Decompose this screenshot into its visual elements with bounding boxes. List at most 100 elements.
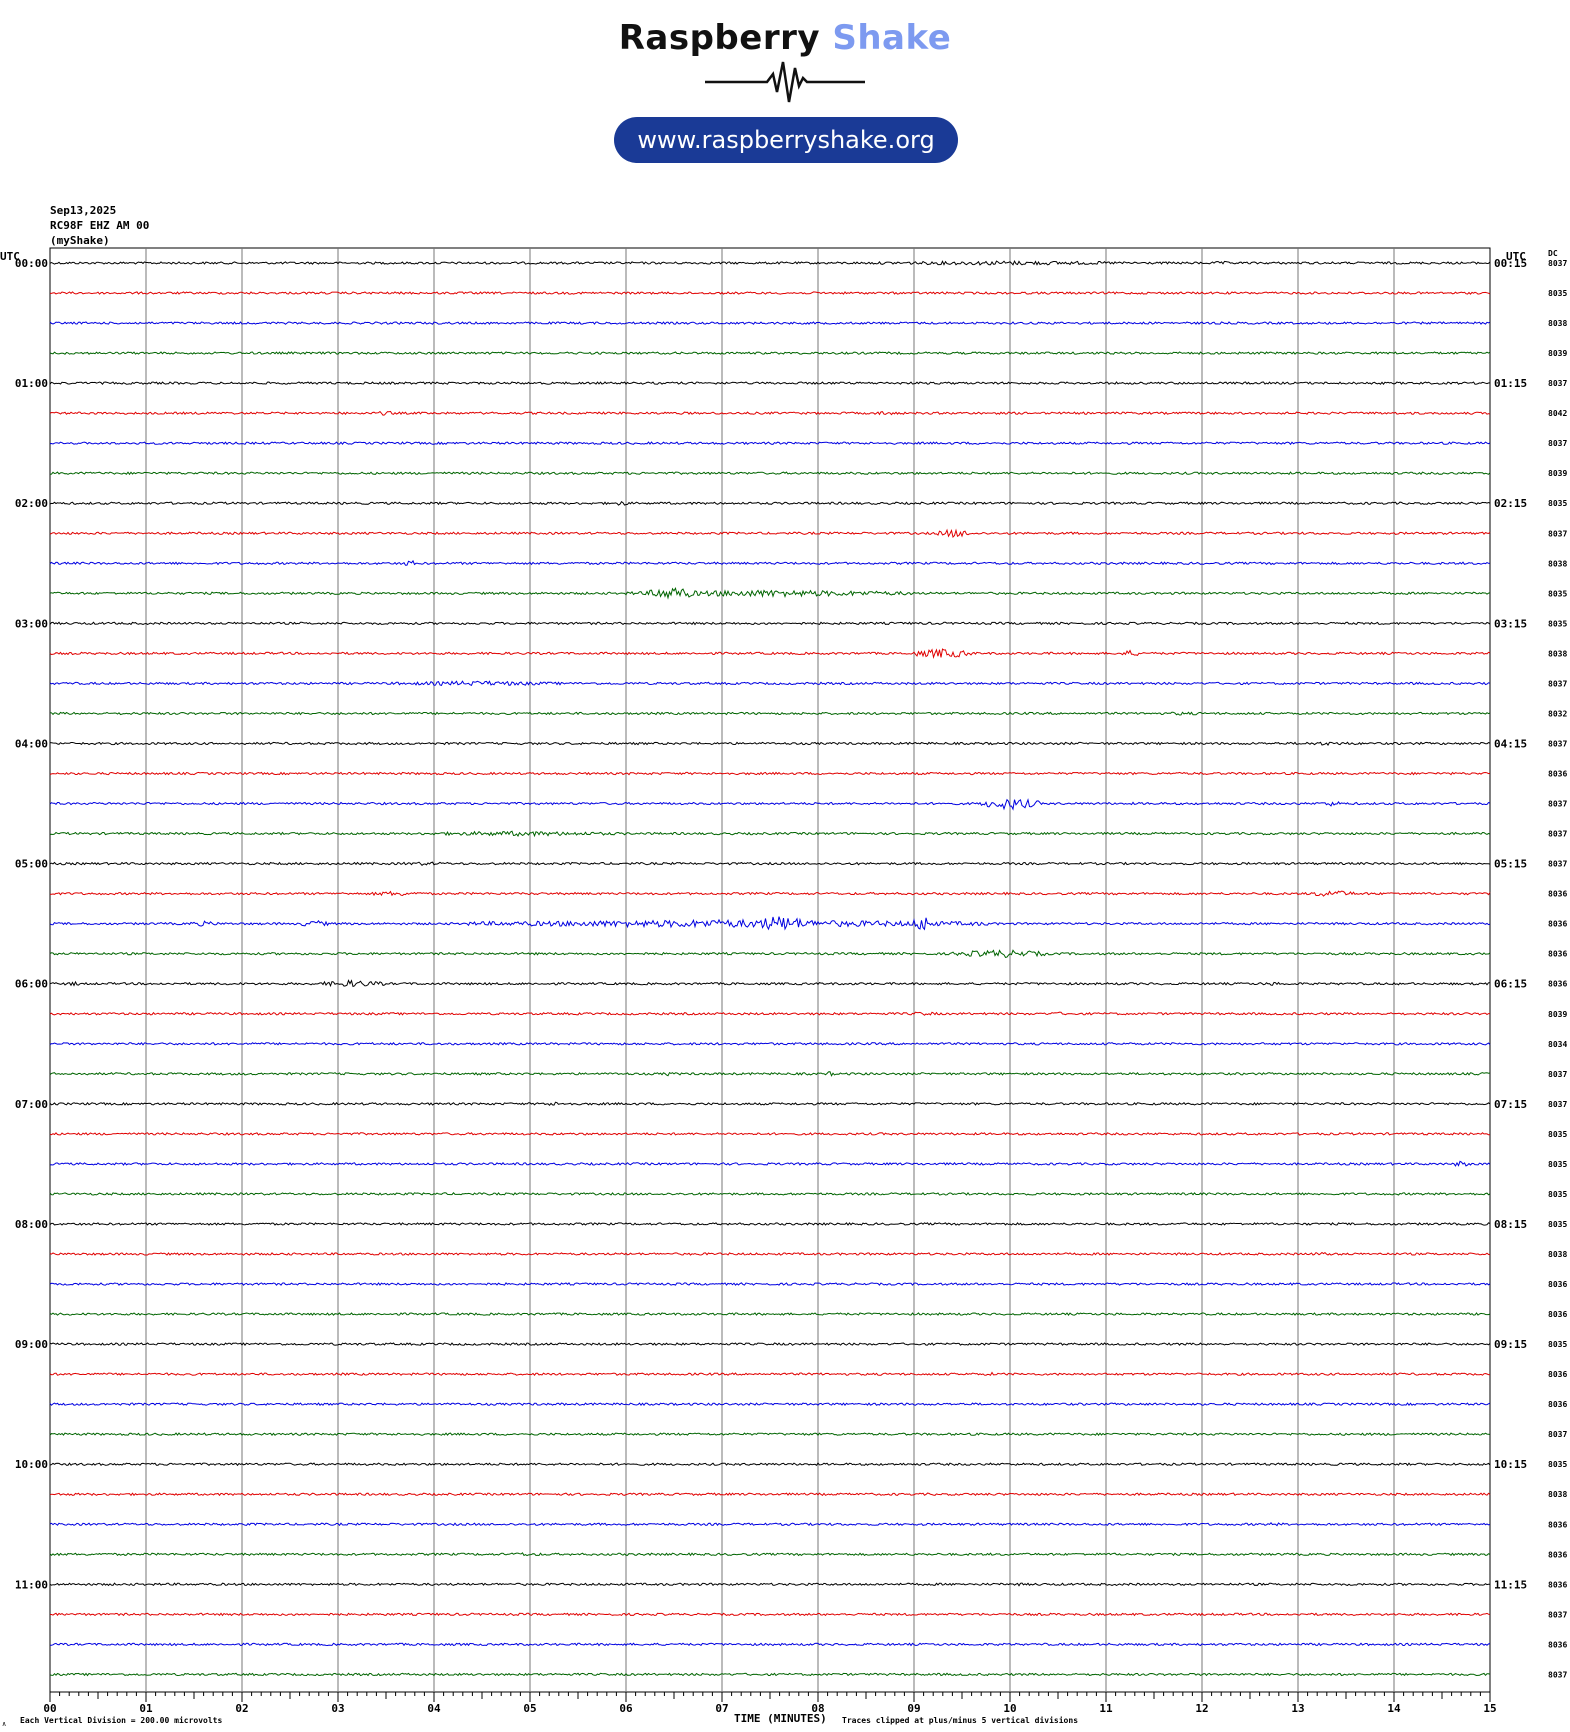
- dc-offset-label: 8039: [1548, 349, 1567, 358]
- source-label: (myShake): [50, 234, 110, 247]
- hour-label-right: 06:15: [1494, 978, 1527, 991]
- seismic-trace: [49, 1462, 1491, 1467]
- seismic-trace: [49, 1672, 1491, 1677]
- hour-label-left: 06:00: [15, 978, 48, 991]
- dc-offset-label: 8039: [1548, 1010, 1567, 1019]
- seismic-trace: [49, 1011, 1490, 1016]
- seismic-trace: [49, 559, 1491, 566]
- hour-label-left: 11:00: [15, 1578, 48, 1591]
- dc-offset-label: 8035: [1548, 1130, 1567, 1139]
- seismic-trace: [49, 1071, 1491, 1077]
- x-tick-label: 04: [427, 1702, 441, 1715]
- seismic-trace: [49, 1101, 1491, 1107]
- hour-label-left: 10:00: [15, 1458, 48, 1471]
- hour-label-left: 02:00: [15, 497, 48, 510]
- dc-offset-label: 8036: [1548, 1550, 1567, 1559]
- seismic-trace: [49, 1160, 1491, 1167]
- hour-label-left: 08:00: [15, 1218, 48, 1231]
- seismic-trace: [49, 648, 1491, 660]
- seismic-trace: [49, 1131, 1491, 1136]
- dc-offset-label: 8036: [1548, 1280, 1567, 1289]
- dc-offset-label: 8037: [1548, 529, 1567, 538]
- x-tick-label: 06: [619, 1702, 633, 1715]
- x-tick-label: 08: [811, 1702, 824, 1715]
- hour-label-right: 04:15: [1494, 737, 1527, 750]
- dc-offset-label: 8035: [1548, 1340, 1567, 1349]
- seismic-trace: [49, 916, 1491, 931]
- corner-mark: ∧: [2, 1720, 7, 1728]
- station-label: RC98F EHZ AM 00: [50, 219, 150, 232]
- dc-offset-label: 8035: [1548, 589, 1567, 598]
- x-tick-label: 01: [139, 1702, 153, 1715]
- seismic-trace: [49, 1582, 1491, 1587]
- seismic-trace: [49, 1402, 1491, 1407]
- dc-offset-label: 8037: [1548, 259, 1567, 268]
- x-tick-label: 15: [1483, 1702, 1496, 1715]
- seismic-trace: [49, 1251, 1491, 1256]
- dc-offset-label: 8036: [1548, 1520, 1567, 1529]
- hour-label-left: 03:00: [15, 617, 48, 630]
- hour-label-right: 10:15: [1494, 1458, 1527, 1471]
- seismic-trace: [49, 680, 1491, 686]
- seismic-wave-icon: [705, 61, 865, 103]
- seismic-trace: [49, 741, 1491, 747]
- hour-label-right: 09:15: [1494, 1338, 1527, 1351]
- plot-frame: [49, 247, 1491, 1693]
- seismic-trace: [50, 1642, 1491, 1647]
- seismic-trace: [49, 1492, 1491, 1497]
- dc-offset-label: 8032: [1548, 709, 1567, 718]
- dc-offset-label: 8037: [1548, 830, 1567, 839]
- date-label: Sep13,2025: [50, 204, 117, 217]
- seismic-trace: [49, 890, 1491, 897]
- x-tick-label: 00: [43, 1702, 56, 1715]
- x-tick-label: 05: [523, 1702, 536, 1715]
- seismic-trace: [49, 351, 1491, 355]
- brand-text-shake: Shake: [832, 18, 952, 58]
- dc-offset-label: 8036: [1548, 1640, 1567, 1649]
- dc-offset-label: 8037: [1548, 800, 1567, 809]
- dc-offset-label: 8035: [1548, 1220, 1567, 1229]
- dc-offset-label: 8036: [1548, 1400, 1567, 1409]
- dc-offset-label: 8037: [1548, 439, 1567, 448]
- header: Raspberry Shake www.raspberryshake.org: [0, 0, 1570, 175]
- dc-offset-label: 8035: [1548, 1160, 1567, 1169]
- x-tick-label: 03: [331, 1702, 344, 1715]
- seismic-trace: [49, 979, 1491, 988]
- dc-offset-label: 8038: [1548, 559, 1567, 568]
- website-link[interactable]: www.raspberryshake.org: [614, 117, 958, 163]
- dc-offset-label: 8036: [1548, 950, 1567, 959]
- seismic-trace: [49, 711, 1491, 716]
- seismic-trace: [49, 259, 1491, 266]
- seismic-trace: [50, 291, 1491, 295]
- seismic-trace: [49, 1191, 1491, 1196]
- dc-offset-label: 8035: [1548, 499, 1567, 508]
- dc-offset-label: 8038: [1548, 649, 1567, 658]
- hour-label-left: 00:00: [15, 257, 48, 270]
- dc-offset-label: 8037: [1548, 1610, 1567, 1619]
- dc-offset-label: 8039: [1548, 469, 1567, 478]
- dc-offset-label: 8038: [1548, 1250, 1567, 1259]
- x-tick-label: 13: [1291, 1702, 1304, 1715]
- seismic-trace: [49, 1432, 1491, 1437]
- brand-logo[interactable]: Raspberry Shake: [0, 18, 1570, 58]
- seismic-trace: [49, 861, 1491, 866]
- dc-offset-label: 8037: [1548, 1430, 1567, 1439]
- utc-left-label: UTC: [0, 250, 20, 263]
- x-tick-label: 11: [1099, 1702, 1113, 1715]
- seismic-trace: [49, 830, 1491, 838]
- dc-offset-label: 8036: [1548, 1310, 1567, 1319]
- dc-offset-label: 8036: [1548, 1370, 1567, 1379]
- dc-offset-label: 8036: [1548, 890, 1567, 899]
- seismic-trace: [49, 381, 1491, 386]
- dc-offset-label: 8036: [1548, 980, 1567, 989]
- clipping-note: Traces clipped at plus/minus 5 vertical …: [842, 1716, 1079, 1725]
- seismic-trace: [49, 587, 1491, 600]
- seismic-trace: [49, 528, 1491, 538]
- dc-offset-label: 8037: [1548, 739, 1567, 748]
- seismic-trace: [49, 1282, 1491, 1286]
- dc-offset-label: 8035: [1548, 1190, 1567, 1199]
- dc-offset-label: 8038: [1548, 1490, 1567, 1499]
- seismic-trace: [49, 798, 1491, 811]
- dc-offset-label: 8035: [1548, 619, 1567, 628]
- x-tick-label: 14: [1387, 1702, 1401, 1715]
